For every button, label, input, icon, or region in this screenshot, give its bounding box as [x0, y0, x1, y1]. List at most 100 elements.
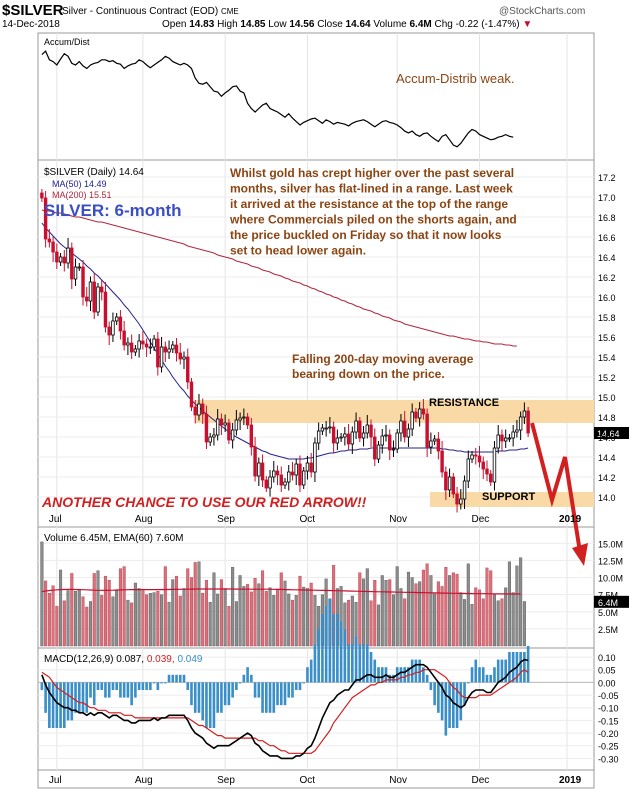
- volume-bar: [433, 593, 437, 647]
- volume-bar: [47, 593, 51, 647]
- macd-histogram-bar: [298, 682, 302, 690]
- ma200-legend: MA(200) 15.51: [52, 190, 112, 200]
- volume-bar: [141, 590, 145, 647]
- candle-body: [477, 455, 482, 463]
- resistance-label: RESISTANCE: [429, 397, 499, 409]
- candle-body: [62, 256, 67, 264]
- volume-bar: [436, 581, 440, 647]
- volume-bar: [511, 592, 515, 647]
- volume-bar: [171, 579, 175, 647]
- price-tick-label: 16.6: [598, 233, 616, 243]
- volume-bar: [74, 591, 78, 647]
- volume-bar: [115, 590, 119, 647]
- macd-histogram-bar: [365, 644, 369, 683]
- volume-bar: [350, 595, 354, 647]
- macd-histogram-bar: [89, 682, 92, 698]
- macd-histogram-bar: [163, 682, 167, 684]
- ma50-line: [41, 222, 529, 460]
- macd-tick-label: -0.20: [598, 729, 619, 739]
- macd-histogram-bar: [96, 682, 100, 690]
- volume-bar: [156, 591, 160, 647]
- candle-body: [447, 476, 452, 491]
- macd-histogram-bar: [197, 682, 201, 713]
- volume-bar: [126, 599, 130, 647]
- candle-body: [257, 462, 261, 477]
- candle-body: [234, 419, 239, 431]
- candle-body: [339, 436, 343, 439]
- month-label-top: Sep: [217, 514, 235, 525]
- volume-bar: [421, 569, 425, 647]
- commentary-line: months, silver has flat-lined in a range…: [230, 182, 513, 196]
- macd-histogram-bar: [291, 682, 294, 698]
- candle-body: [309, 462, 313, 473]
- candle-body: [444, 471, 448, 491]
- macd-histogram-bar: [317, 629, 320, 683]
- candle-body: [414, 411, 418, 419]
- candle-body: [432, 438, 437, 442]
- candle-body: [294, 463, 298, 476]
- arrow-note: ANOTHER CHANCE TO USE OUR RED ARROW!!: [41, 494, 367, 510]
- volume-bar: [219, 579, 223, 647]
- macd-histogram-bar: [182, 674, 186, 683]
- price-tick-label: 14.6: [598, 433, 616, 443]
- macd-histogram-bar: [171, 674, 175, 683]
- signal-value: 0.039,: [147, 654, 178, 665]
- candle-body: [264, 479, 269, 489]
- ma50-legend: MA(50) 14.49: [52, 179, 107, 189]
- volume-bar: [283, 580, 287, 647]
- macd-histogram-bar: [500, 659, 504, 683]
- macd-histogram-bar: [238, 682, 242, 684]
- macd-histogram-bar: [414, 659, 418, 683]
- candle-body: [328, 426, 332, 429]
- ad-legend: Accum/Dist: [44, 37, 90, 47]
- macd-histogram-bar: [250, 674, 253, 683]
- macd-histogram-bar: [321, 614, 324, 683]
- macd-histogram-bar: [231, 682, 234, 698]
- volume-bar: [197, 561, 201, 647]
- candle-body: [421, 408, 426, 415]
- candle-body: [193, 406, 197, 416]
- candle-body: [85, 296, 89, 302]
- ma-note-line: bearing down on the price.: [292, 367, 445, 381]
- volume-bar: [515, 565, 519, 647]
- volume-bar: [380, 575, 384, 647]
- volume-bar: [418, 581, 422, 647]
- macd-histogram-bar: [44, 682, 47, 713]
- price-tick-label: 14.8: [598, 413, 616, 423]
- vol-tick-label: 2.5M: [598, 625, 618, 635]
- volume-bar: [77, 589, 81, 647]
- macd-histogram-bar: [403, 667, 407, 683]
- candle-body: [268, 476, 272, 489]
- macd-histogram-bar: [448, 682, 451, 728]
- volume-bar: [208, 601, 212, 647]
- volume-bar: [399, 588, 403, 647]
- volume-bar: [425, 563, 429, 647]
- macd-histogram-bar: [373, 659, 377, 683]
- candle-body: [275, 470, 280, 476]
- candle-body: [455, 493, 459, 505]
- candle-body: [361, 432, 366, 439]
- candle-body: [212, 434, 216, 438]
- candle-body: [92, 281, 96, 313]
- candle-body: [201, 403, 205, 415]
- macd-histogram-bar: [433, 682, 436, 706]
- macd-histogram-bar: [268, 682, 272, 713]
- volume-bar: [85, 606, 89, 647]
- candle-body: [141, 340, 145, 345]
- candle-body: [440, 450, 444, 473]
- volume-bar: [451, 572, 455, 647]
- month-label-bottom: Nov: [389, 775, 407, 786]
- candle-body: [507, 437, 512, 440]
- volume-bar: [160, 594, 164, 647]
- commentary-line: the price buckled on Friday so that it n…: [230, 228, 502, 242]
- volume-bar: [242, 586, 246, 647]
- volume-bar: [474, 587, 478, 647]
- candle-body: [331, 426, 336, 444]
- volume-bar: [268, 587, 272, 647]
- volume-bar: [470, 604, 474, 647]
- candle-body: [227, 422, 231, 441]
- candle-body: [189, 381, 194, 408]
- candle-body: [511, 431, 515, 439]
- volume-bar: [519, 557, 523, 647]
- volume-bar: [444, 567, 448, 647]
